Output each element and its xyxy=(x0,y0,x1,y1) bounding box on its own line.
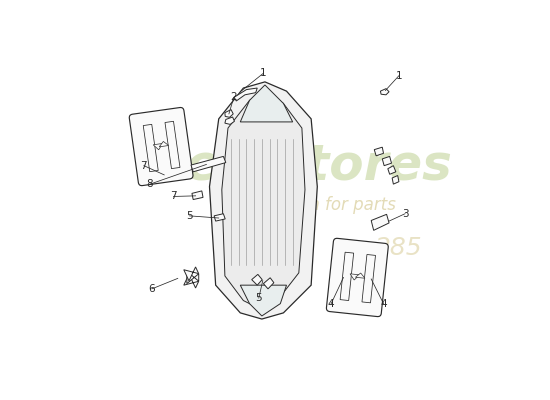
Text: 7: 7 xyxy=(141,161,147,171)
Polygon shape xyxy=(225,117,234,124)
Polygon shape xyxy=(355,273,365,278)
Text: 8: 8 xyxy=(147,179,153,189)
Polygon shape xyxy=(240,285,287,316)
Bar xyxy=(165,121,180,169)
Polygon shape xyxy=(374,147,383,156)
Polygon shape xyxy=(392,176,399,184)
Text: 2: 2 xyxy=(230,92,237,102)
Polygon shape xyxy=(192,191,203,200)
Polygon shape xyxy=(252,274,262,285)
Polygon shape xyxy=(153,144,163,150)
Polygon shape xyxy=(210,82,317,319)
Text: a passion for parts: a passion for parts xyxy=(241,196,396,214)
Text: 5: 5 xyxy=(186,211,193,221)
FancyBboxPatch shape xyxy=(129,108,193,186)
Text: 3: 3 xyxy=(402,209,409,219)
Text: 1: 1 xyxy=(260,68,267,78)
Polygon shape xyxy=(222,91,305,310)
Polygon shape xyxy=(371,214,389,230)
Text: 4: 4 xyxy=(380,299,387,309)
Polygon shape xyxy=(381,89,389,95)
Polygon shape xyxy=(263,278,274,289)
Text: 4: 4 xyxy=(328,299,334,309)
Polygon shape xyxy=(191,156,226,172)
Polygon shape xyxy=(388,166,396,174)
Bar xyxy=(143,124,158,172)
Text: 7: 7 xyxy=(170,192,177,202)
Polygon shape xyxy=(225,110,233,117)
Polygon shape xyxy=(187,271,199,284)
Bar xyxy=(340,252,354,300)
Polygon shape xyxy=(382,156,392,166)
Polygon shape xyxy=(160,142,169,147)
Text: 6: 6 xyxy=(148,284,155,294)
Polygon shape xyxy=(214,214,225,221)
Polygon shape xyxy=(234,88,257,101)
Bar xyxy=(362,254,376,303)
FancyBboxPatch shape xyxy=(326,238,388,316)
Text: 1: 1 xyxy=(395,71,402,81)
Polygon shape xyxy=(184,274,199,288)
Polygon shape xyxy=(184,267,199,281)
Text: 5: 5 xyxy=(255,293,262,303)
Text: 285: 285 xyxy=(375,236,423,260)
Polygon shape xyxy=(240,85,293,122)
Polygon shape xyxy=(350,274,360,280)
Text: emotores: emotores xyxy=(185,141,452,189)
